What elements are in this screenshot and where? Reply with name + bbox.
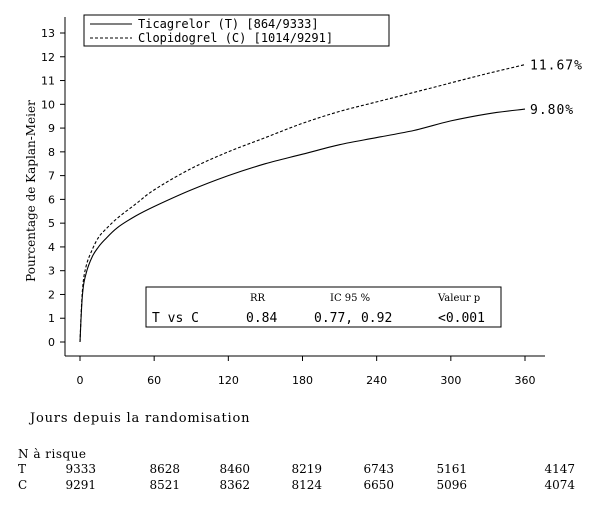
risk-table-title: N à risque bbox=[18, 447, 87, 461]
y-tick-label: 10 bbox=[41, 98, 55, 111]
y-tick-label: 0 bbox=[48, 336, 55, 349]
x-tick-label: 0 bbox=[77, 374, 84, 387]
risk-row-label: T bbox=[18, 462, 27, 476]
risk-row-label: C bbox=[18, 478, 28, 492]
risk-cell: 8628 bbox=[149, 462, 180, 476]
risk-cell: 6743 bbox=[363, 462, 394, 476]
x-ticks: 0 60 120 180 240 300 360 bbox=[77, 356, 536, 387]
y-tick-label: 5 bbox=[48, 217, 55, 230]
y-axis-label: Pourcentage de Kaplan-Meier bbox=[24, 100, 38, 282]
stats-row-label: T vs C bbox=[152, 311, 199, 326]
stats-value: <0.001 bbox=[438, 311, 485, 326]
x-tick-label: 60 bbox=[147, 374, 161, 387]
x-tick-label: 360 bbox=[515, 374, 536, 387]
y-tick-label: 12 bbox=[41, 51, 55, 64]
y-tick-label: 11 bbox=[41, 75, 55, 88]
y-tick-label: 1 bbox=[48, 312, 55, 325]
x-tick-label: 240 bbox=[366, 374, 387, 387]
x-tick-label: 180 bbox=[292, 374, 313, 387]
stats-value: 0.77, 0.92 bbox=[314, 311, 392, 326]
stats-value: 0.84 bbox=[246, 311, 277, 326]
legend: Ticagrelor (T) [864/9333]Clopidogrel (C)… bbox=[83, 14, 390, 47]
risk-cell: 6650 bbox=[363, 478, 394, 492]
risk-table: N à risque T 9333 8628 8460 8219 6743 5161 4147… bbox=[18, 447, 593, 494]
x-tick-label: 300 bbox=[440, 374, 461, 387]
y-tick-label: 6 bbox=[48, 193, 55, 206]
series-line-ticagrelor bbox=[79, 108, 526, 343]
y-tick-label: 8 bbox=[48, 146, 55, 159]
stats-box: RR IC 95 % Valeur p T vs C 0.84 0.77, 0.92 <0.… bbox=[145, 286, 502, 328]
risk-cell: 8460 bbox=[219, 462, 250, 476]
risk-cell: 8219 bbox=[291, 462, 322, 476]
x-axis-label: Jours depuis la randomisation bbox=[30, 411, 251, 426]
risk-cell: 8521 bbox=[149, 478, 180, 492]
y-tick-label: 13 bbox=[41, 27, 55, 40]
stats-header: IC 95 % bbox=[330, 293, 370, 304]
risk-cell: 4074 bbox=[544, 478, 575, 492]
risk-cell: 5096 bbox=[436, 478, 467, 492]
risk-cell: 4147 bbox=[544, 462, 575, 476]
risk-cell: 9333 bbox=[65, 462, 96, 476]
legend-box bbox=[83, 14, 390, 47]
stats-box-frame bbox=[145, 286, 502, 328]
curves bbox=[79, 64, 526, 343]
end-labels: 9.80% 11.67% bbox=[530, 59, 583, 118]
risk-cell: 5161 bbox=[436, 462, 467, 476]
y-tick-label: 2 bbox=[48, 288, 55, 301]
axes bbox=[64, 17, 545, 357]
end-label-ticagrelor: 9.80% bbox=[530, 103, 574, 118]
stats-header: Valeur p bbox=[437, 293, 480, 304]
y-tick-label: 3 bbox=[48, 265, 55, 278]
risk-row: T 9333 8628 8460 8219 6743 5161 4147 bbox=[18, 462, 593, 478]
legend-entry: Ticagrelor (T) [864/9333] bbox=[138, 17, 319, 31]
y-tick-label: 4 bbox=[48, 241, 55, 254]
end-label-clopidogrel: 11.67% bbox=[530, 59, 583, 74]
risk-row: C 9291 8521 8362 8124 6650 5096 4074 bbox=[18, 478, 593, 494]
y-tick-label: 9 bbox=[48, 122, 55, 135]
risk-cell: 8362 bbox=[219, 478, 250, 492]
risk-cell: 9291 bbox=[65, 478, 96, 492]
risk-cell: 8124 bbox=[291, 478, 322, 492]
stats-header: RR bbox=[250, 293, 266, 304]
legend-entry: Clopidogrel (C) [1014/9291] bbox=[138, 31, 333, 45]
y-tick-label: 7 bbox=[48, 170, 55, 183]
x-tick-label: 120 bbox=[218, 374, 239, 387]
